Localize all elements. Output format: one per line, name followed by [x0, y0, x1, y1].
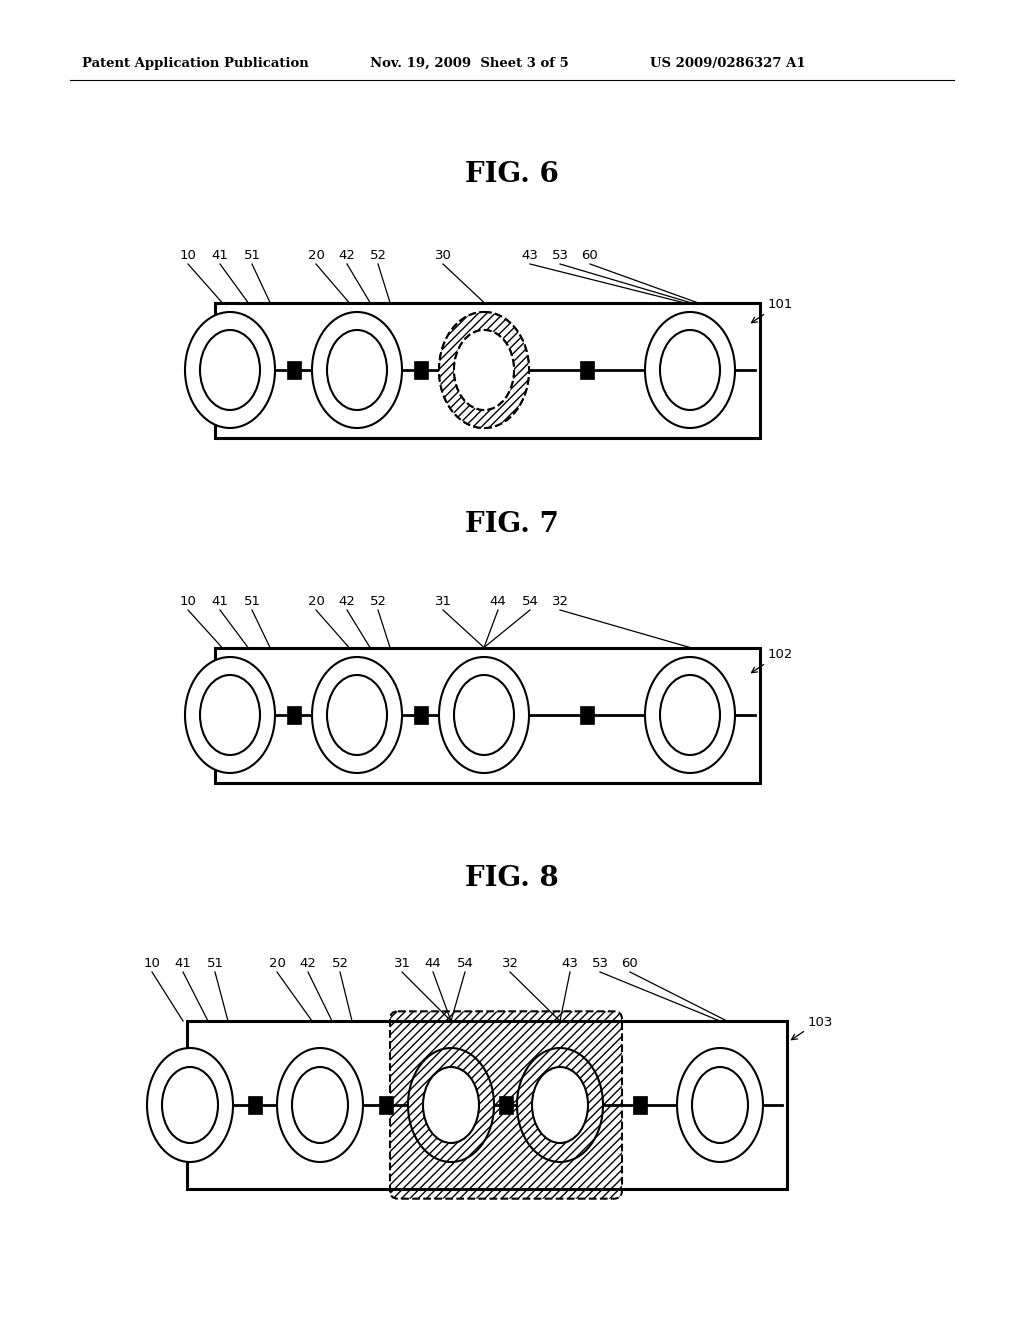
Text: 42: 42 [300, 957, 316, 970]
Text: FIG. 8: FIG. 8 [465, 865, 559, 891]
Text: 41: 41 [212, 595, 228, 609]
Ellipse shape [660, 675, 720, 755]
Bar [499, 1096, 512, 1114]
Text: 20: 20 [307, 249, 325, 261]
Text: 30: 30 [434, 249, 452, 261]
Ellipse shape [532, 1067, 588, 1143]
Ellipse shape [439, 657, 529, 774]
Ellipse shape [327, 330, 387, 411]
Text: 54: 54 [457, 957, 473, 970]
Ellipse shape [327, 675, 387, 755]
Text: 41: 41 [174, 957, 191, 970]
Text: 32: 32 [502, 957, 518, 970]
Text: 41: 41 [212, 249, 228, 261]
Text: 43: 43 [521, 249, 539, 261]
Ellipse shape [454, 330, 514, 411]
Ellipse shape [185, 657, 275, 774]
Text: 31: 31 [434, 595, 452, 609]
Text: 51: 51 [244, 595, 260, 609]
Text: 60: 60 [622, 957, 638, 970]
Text: 51: 51 [244, 249, 260, 261]
Ellipse shape [677, 1048, 763, 1162]
Ellipse shape [454, 330, 514, 411]
Bar [580, 360, 594, 379]
Ellipse shape [162, 1067, 218, 1143]
Ellipse shape [200, 330, 260, 411]
Ellipse shape [439, 312, 529, 428]
Ellipse shape [312, 657, 402, 774]
Ellipse shape [147, 1048, 233, 1162]
Text: 42: 42 [339, 595, 355, 609]
Bar [187, 1020, 787, 1189]
Ellipse shape [185, 312, 275, 428]
Text: 51: 51 [207, 957, 223, 970]
Bar [379, 1096, 392, 1114]
Text: 103: 103 [808, 1015, 834, 1028]
Bar [214, 648, 760, 783]
Text: 20: 20 [268, 957, 286, 970]
Ellipse shape [408, 1048, 494, 1162]
Text: 10: 10 [179, 595, 197, 609]
Bar [287, 706, 300, 723]
Text: 52: 52 [370, 249, 386, 261]
Bar [580, 706, 594, 723]
Text: 53: 53 [592, 957, 608, 970]
Bar [414, 706, 427, 723]
Ellipse shape [645, 657, 735, 774]
Ellipse shape [517, 1048, 603, 1162]
Ellipse shape [312, 312, 402, 428]
Text: 101: 101 [768, 298, 794, 312]
Text: 102: 102 [768, 648, 794, 661]
Ellipse shape [278, 1048, 362, 1162]
Ellipse shape [423, 1067, 479, 1143]
Text: 10: 10 [143, 957, 161, 970]
Bar [414, 360, 427, 379]
Text: 31: 31 [393, 957, 411, 970]
Text: 60: 60 [582, 249, 598, 261]
Text: US 2009/0286327 A1: US 2009/0286327 A1 [650, 57, 806, 70]
Ellipse shape [692, 1067, 748, 1143]
Text: 44: 44 [425, 957, 441, 970]
Text: 52: 52 [370, 595, 386, 609]
Text: FIG. 7: FIG. 7 [465, 511, 559, 539]
Ellipse shape [439, 312, 529, 428]
Bar [248, 1096, 262, 1114]
Text: 42: 42 [339, 249, 355, 261]
Text: Nov. 19, 2009  Sheet 3 of 5: Nov. 19, 2009 Sheet 3 of 5 [370, 57, 568, 70]
Text: 32: 32 [552, 595, 568, 609]
Ellipse shape [454, 675, 514, 755]
Text: 43: 43 [561, 957, 579, 970]
Text: 53: 53 [552, 249, 568, 261]
Text: Patent Application Publication: Patent Application Publication [82, 57, 309, 70]
Ellipse shape [200, 675, 260, 755]
Text: 44: 44 [489, 595, 507, 609]
Ellipse shape [645, 312, 735, 428]
Ellipse shape [292, 1067, 348, 1143]
Text: FIG. 6: FIG. 6 [465, 161, 559, 189]
Bar [287, 360, 300, 379]
Bar [214, 302, 760, 437]
Text: 20: 20 [307, 595, 325, 609]
Ellipse shape [660, 330, 720, 411]
Text: 54: 54 [521, 595, 539, 609]
Text: 52: 52 [332, 957, 348, 970]
Bar [633, 1096, 647, 1114]
Text: 10: 10 [179, 249, 197, 261]
